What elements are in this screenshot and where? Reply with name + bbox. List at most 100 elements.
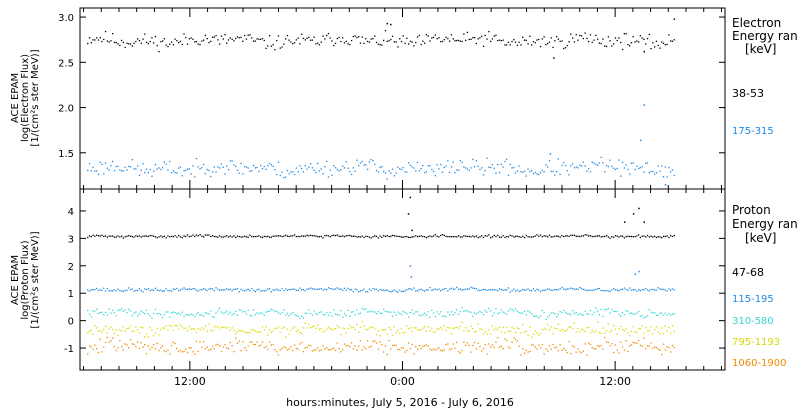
data-point xyxy=(424,42,426,44)
data-point xyxy=(340,310,342,312)
data-point xyxy=(402,35,404,37)
data-point xyxy=(527,334,529,336)
data-point xyxy=(539,347,542,349)
data-point xyxy=(374,311,376,313)
data-point xyxy=(365,235,367,238)
data-point xyxy=(502,311,504,313)
data-point xyxy=(349,289,351,291)
data-point xyxy=(169,160,171,163)
data-point xyxy=(333,309,335,311)
data-point xyxy=(427,345,429,347)
data-point xyxy=(295,235,297,238)
data-point xyxy=(411,289,413,291)
data-point xyxy=(395,314,397,316)
data-point xyxy=(249,341,251,343)
data-point xyxy=(645,43,647,45)
data-point xyxy=(531,236,533,238)
data-point xyxy=(153,335,155,337)
data-point xyxy=(556,235,558,237)
data-point xyxy=(106,332,108,334)
data-point xyxy=(393,311,395,313)
data-point xyxy=(97,235,100,237)
data-point xyxy=(115,236,117,238)
data-point xyxy=(267,165,269,167)
data-point xyxy=(160,235,162,237)
data-point xyxy=(397,291,399,293)
data-point xyxy=(422,345,424,347)
data-point xyxy=(367,329,369,331)
data-point xyxy=(541,169,543,172)
data-point xyxy=(138,347,141,349)
data-point xyxy=(322,173,324,175)
data-point xyxy=(411,330,413,332)
data-point xyxy=(413,353,415,355)
data-point xyxy=(409,327,412,329)
data-point xyxy=(358,36,360,38)
data-point xyxy=(206,234,208,236)
data-point xyxy=(575,351,577,353)
data-point xyxy=(137,341,139,343)
data-point xyxy=(482,45,485,47)
data-point xyxy=(497,337,499,339)
data-point xyxy=(624,221,626,223)
data-point xyxy=(338,235,340,237)
data-point xyxy=(317,162,319,164)
data-point xyxy=(181,351,183,353)
data-point xyxy=(96,37,98,39)
data-point xyxy=(552,289,554,291)
data-point xyxy=(172,236,174,238)
data-point xyxy=(429,330,431,332)
data-point xyxy=(192,234,194,236)
data-point xyxy=(224,289,226,291)
data-point xyxy=(128,327,130,329)
data-point xyxy=(227,313,230,315)
data-point xyxy=(170,345,173,347)
data-point xyxy=(629,235,631,238)
data-point xyxy=(329,236,331,238)
data-point xyxy=(482,313,485,316)
data-point xyxy=(174,312,176,314)
data-point xyxy=(379,235,381,237)
data-point xyxy=(219,43,221,45)
data-point xyxy=(638,310,640,313)
data-point xyxy=(671,313,674,315)
data-point xyxy=(545,348,547,350)
data-point xyxy=(213,316,215,318)
data-point xyxy=(509,347,511,349)
data-point xyxy=(308,288,310,290)
data-point xyxy=(532,173,535,175)
data-point xyxy=(108,328,110,330)
data-point xyxy=(648,345,650,347)
data-point xyxy=(101,331,103,333)
data-point xyxy=(227,348,230,350)
data-point xyxy=(568,41,570,43)
data-point xyxy=(340,351,342,353)
data-point xyxy=(252,309,255,311)
data-point xyxy=(475,160,477,162)
data-point xyxy=(577,288,579,290)
data-point xyxy=(317,347,319,349)
data-point xyxy=(358,236,360,238)
data-point xyxy=(614,37,617,39)
data-point xyxy=(313,288,315,290)
data-point xyxy=(568,174,570,176)
data-point xyxy=(477,38,479,40)
data-point xyxy=(235,337,237,339)
data-point xyxy=(399,38,401,40)
data-point xyxy=(638,340,640,342)
data-point xyxy=(443,288,445,290)
data-point xyxy=(648,33,650,35)
data-point xyxy=(128,43,130,45)
data-point xyxy=(276,174,278,176)
data-point xyxy=(484,34,486,37)
data-point xyxy=(356,349,358,351)
data-point xyxy=(88,163,91,165)
data-point xyxy=(481,235,483,237)
data-point xyxy=(356,36,358,39)
data-point xyxy=(233,313,235,315)
data-point xyxy=(350,173,353,176)
electron-legend-unit: [keV] xyxy=(745,42,776,56)
data-point xyxy=(662,333,665,335)
data-point xyxy=(559,288,561,290)
data-point xyxy=(490,166,492,169)
